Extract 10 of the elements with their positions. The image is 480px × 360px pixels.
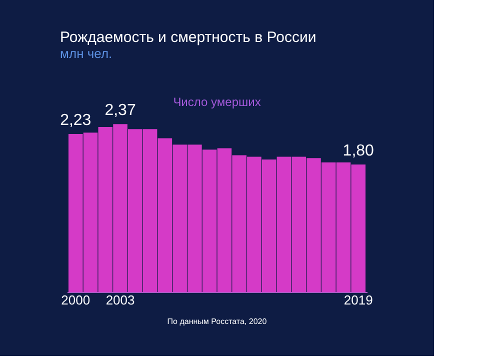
x-tick-label: 2019: [344, 292, 373, 308]
text: Число умерших: [173, 95, 261, 109]
x-tick-label: 2003: [106, 292, 135, 308]
chart-title: Рождаемость и смертность в России: [60, 29, 316, 46]
x-tick-label: 2000: [61, 292, 90, 308]
chart-subtitle: млн чел.: [60, 46, 112, 61]
data-label: 1,80: [342, 142, 374, 160]
data-label: 2,23: [60, 112, 92, 130]
data-label: 2,37: [104, 102, 136, 120]
text: По данным Росстата, 2020: [167, 317, 268, 326]
